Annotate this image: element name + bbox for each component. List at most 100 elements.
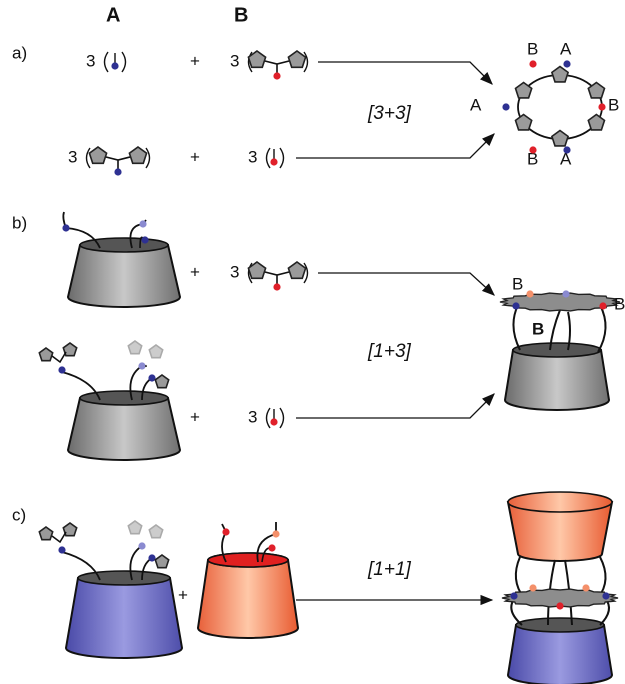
product-label: B bbox=[608, 95, 619, 114]
arrow bbox=[318, 61, 493, 85]
parenthesis bbox=[121, 51, 127, 73]
pentagon bbox=[127, 340, 143, 355]
dot bbox=[273, 283, 281, 291]
column-header: A bbox=[106, 4, 120, 26]
dot bbox=[138, 362, 146, 370]
coefficient: 3 bbox=[68, 147, 77, 166]
strand bbox=[260, 59, 294, 74]
cup bbox=[196, 559, 300, 639]
dot bbox=[139, 220, 147, 228]
arrow bbox=[296, 133, 495, 159]
cup-rim bbox=[79, 237, 169, 253]
pentagon bbox=[148, 524, 164, 539]
dot bbox=[598, 103, 606, 111]
dot bbox=[529, 584, 537, 592]
product-label: B bbox=[532, 319, 544, 338]
dot bbox=[272, 530, 280, 538]
strand bbox=[61, 371, 101, 401]
pentagon bbox=[514, 113, 533, 131]
panel-label: b) bbox=[12, 213, 27, 232]
macrocycle-ring bbox=[517, 74, 603, 140]
dot bbox=[510, 592, 518, 600]
pentagon bbox=[287, 50, 307, 69]
panel-label: a) bbox=[12, 43, 27, 62]
pentagon bbox=[62, 522, 78, 537]
dot bbox=[222, 528, 230, 536]
pentagon bbox=[247, 50, 267, 69]
cup-rim bbox=[207, 552, 289, 568]
parenthesis bbox=[279, 147, 285, 169]
coefficient: 3 bbox=[230, 262, 239, 281]
dot bbox=[529, 60, 537, 68]
dot bbox=[270, 418, 278, 426]
dot bbox=[111, 62, 119, 70]
pentagon bbox=[514, 81, 533, 99]
parenthesis bbox=[247, 51, 253, 73]
dot bbox=[148, 554, 156, 562]
strand bbox=[597, 304, 607, 353]
pentagon bbox=[128, 146, 148, 165]
cup-rim bbox=[77, 570, 171, 586]
dot bbox=[563, 146, 571, 154]
pentagon bbox=[148, 344, 164, 359]
plus: + bbox=[190, 51, 200, 70]
plus: + bbox=[190, 262, 200, 281]
cup bbox=[503, 349, 611, 411]
dot bbox=[563, 60, 571, 68]
pentagon bbox=[247, 261, 267, 280]
cup bbox=[66, 397, 182, 461]
pentagon bbox=[287, 261, 307, 280]
dot bbox=[526, 290, 534, 298]
ratio-label: [3+3] bbox=[367, 103, 412, 124]
dot bbox=[58, 546, 66, 554]
cup-rim bbox=[515, 617, 605, 633]
dot bbox=[114, 168, 122, 176]
pentagon bbox=[62, 342, 78, 357]
pentagon bbox=[127, 520, 143, 535]
pentagon bbox=[550, 65, 570, 83]
product-label: B bbox=[614, 294, 625, 313]
strand bbox=[549, 309, 561, 351]
pentagon bbox=[587, 81, 606, 99]
parenthesis bbox=[303, 262, 309, 284]
pentagon bbox=[38, 526, 54, 541]
pentagon bbox=[550, 129, 570, 147]
parenthesis bbox=[103, 51, 109, 73]
dot bbox=[62, 224, 70, 232]
dot bbox=[512, 302, 520, 310]
pentagon bbox=[88, 146, 108, 165]
plus: + bbox=[190, 147, 200, 166]
cup bbox=[64, 577, 184, 659]
strand bbox=[567, 311, 571, 351]
parenthesis bbox=[85, 147, 91, 169]
dot bbox=[502, 103, 510, 111]
strand bbox=[51, 531, 67, 544]
dot bbox=[273, 72, 281, 80]
strand bbox=[61, 551, 101, 581]
cup bbox=[506, 501, 614, 562]
pentagon bbox=[154, 374, 170, 389]
macrocycle-disc bbox=[501, 588, 619, 608]
dot bbox=[148, 374, 156, 382]
plus: + bbox=[178, 585, 188, 604]
arrow bbox=[296, 393, 495, 419]
product-label: A bbox=[560, 39, 572, 58]
cup bbox=[506, 624, 614, 684]
dot bbox=[141, 236, 149, 244]
coefficient: 3 bbox=[248, 407, 257, 426]
cup-rim bbox=[79, 390, 169, 406]
product-label: B bbox=[527, 39, 538, 58]
column-header: B bbox=[234, 4, 248, 26]
dot bbox=[138, 542, 146, 550]
dot bbox=[602, 592, 610, 600]
strand bbox=[260, 270, 294, 285]
arrow bbox=[318, 272, 495, 296]
cup bbox=[66, 244, 182, 308]
ratio-label: [1+1] bbox=[367, 559, 412, 580]
pentagon bbox=[154, 554, 170, 569]
parenthesis bbox=[145, 147, 151, 169]
cup-rim bbox=[507, 491, 613, 513]
product-label: B bbox=[527, 149, 538, 168]
